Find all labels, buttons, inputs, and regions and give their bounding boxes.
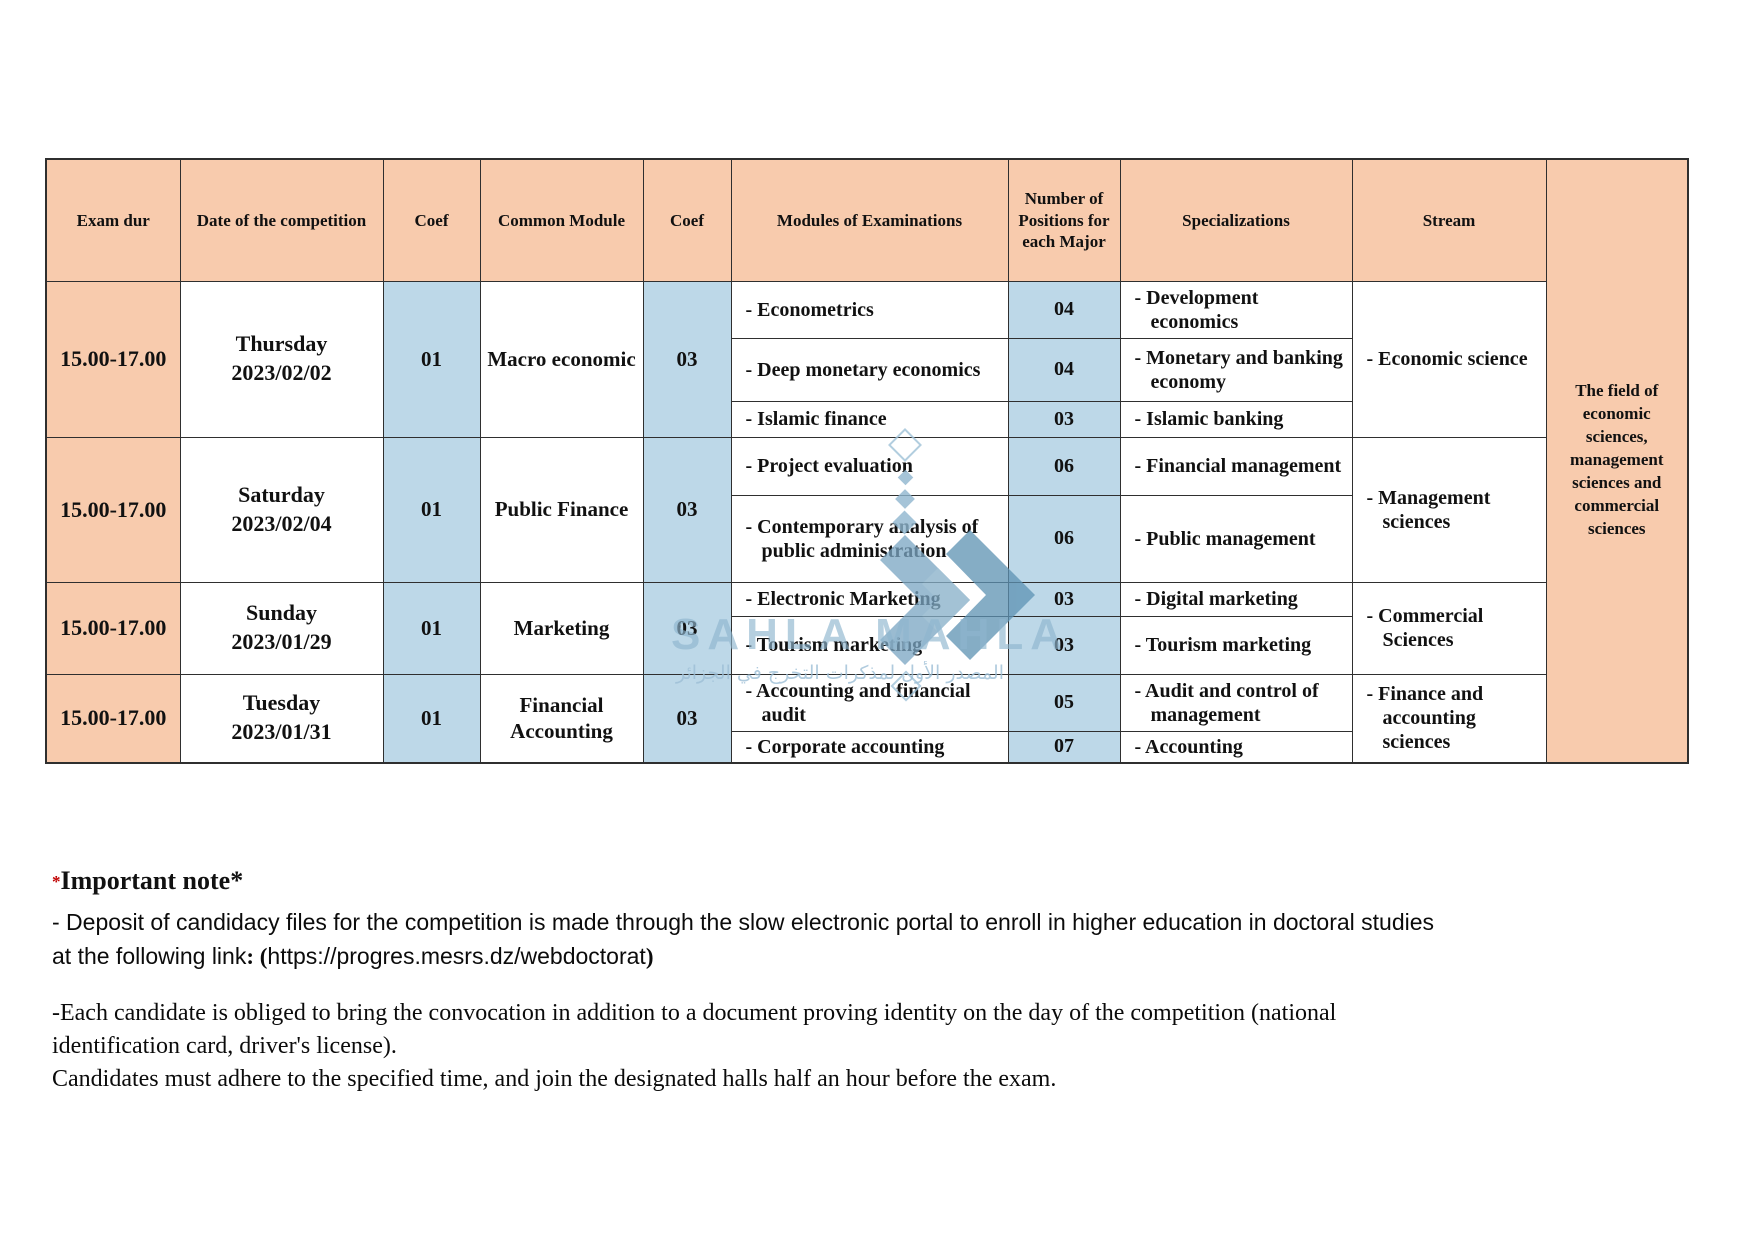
- positions-cell: 04: [1007, 280, 1121, 339]
- note-link-prefix: at the following link: [52, 943, 247, 969]
- exam-date: 2023/02/04: [231, 510, 332, 536]
- note-link-bold-close: ): [645, 944, 654, 969]
- coef-cell: 01: [382, 581, 481, 675]
- exam-day: Thursday: [235, 331, 328, 357]
- table-header-row: Exam dur Date of the competition Coef Co…: [45, 158, 1689, 763]
- positions-cell: 03: [1007, 581, 1121, 617]
- table-row: - Corporate accounting 07 - Accounting: [46, 730, 1688, 763]
- table-row: 15.00-17.00 Saturday 2023/02/04 01 Publi…: [45, 436, 1688, 583]
- exam-date: 2023/01/31: [231, 719, 332, 744]
- header-specializations: Specializations: [1119, 158, 1353, 282]
- module-cell: - Contemporary analysis of public admini…: [730, 494, 1009, 583]
- note-deposit-line-1: - Deposit of candidacy files for the com…: [52, 909, 1435, 935]
- note-paragraph-deposit: - Deposit of candidacy files for the com…: [52, 905, 1722, 974]
- exam-date-cell: Sunday 2023/01/29: [179, 581, 384, 675]
- positions-cell: 05: [1007, 673, 1121, 732]
- field-cell: The field of economic sciences, manageme…: [1545, 158, 1689, 763]
- table-row: 15.00-17.00 Thursday 2023/02/02 01 Macro…: [45, 280, 1688, 438]
- important-note-title: *Important note*: [52, 866, 243, 896]
- positions-cell: 07: [1007, 730, 1121, 763]
- module-coef-cell: 03: [642, 436, 732, 583]
- header-stream: Stream: [1351, 158, 1547, 282]
- note-paragraph-candidate: -Each candidate is obliged to bring the …: [52, 997, 1722, 1096]
- positions-cell: 03: [1007, 400, 1121, 438]
- exam-time-cell: 15.00-17.00: [45, 280, 181, 438]
- module-cell: - Deep monetary economics: [730, 337, 1009, 402]
- common-module-cell: Financial Accounting: [479, 673, 644, 763]
- positions-cell: 04: [1007, 337, 1121, 402]
- stream-cell: - Management sciences: [1351, 436, 1547, 583]
- specialization-cell: - Digital marketing: [1119, 581, 1353, 617]
- common-module-cell: Marketing: [479, 581, 644, 675]
- exam-date-cell: Tuesday 2023/01/31: [179, 673, 384, 763]
- specialization-cell: - Public management: [1119, 494, 1353, 583]
- module-cell: - Project evaluation: [730, 436, 1009, 496]
- header-coef-2: Coef: [642, 158, 732, 282]
- exam-date-cell: Saturday 2023/02/04: [179, 436, 384, 583]
- coef-cell: 01: [382, 673, 481, 763]
- common-module-cell: Macro economic: [479, 280, 644, 438]
- red-asterisk: *: [52, 872, 61, 891]
- stream-cell: - Commercial Sciences: [1351, 581, 1547, 675]
- module-coef-cell: 03: [642, 581, 732, 675]
- table-row: - Deep monetary economics 04 - Monetary …: [46, 337, 1688, 402]
- specialization-cell: - Islamic banking: [1119, 400, 1353, 438]
- coef-cell: 01: [382, 436, 481, 583]
- header-exam-dur: Exam dur: [45, 158, 181, 282]
- specialization-cell: - Financial management: [1119, 436, 1353, 496]
- exam-schedule-table: Exam dur Date of the competition Coef Co…: [45, 158, 1689, 764]
- module-cell: - Accounting and financial audit: [730, 673, 1009, 732]
- stream-cell: - Economic science: [1351, 280, 1547, 438]
- table-row: 15.00-17.00 Sunday 2023/01/29 01 Marketi…: [45, 581, 1688, 675]
- specialization-cell: - Tourism marketing: [1119, 615, 1353, 675]
- exam-date: 2023/02/02: [231, 360, 332, 385]
- header-positions: Number of Positions for each Major: [1007, 158, 1121, 282]
- stream-cell: - Finance and accounting sciences: [1351, 673, 1547, 763]
- module-coef-cell: 03: [642, 280, 732, 438]
- module-cell: - Corporate accounting: [730, 730, 1009, 763]
- exam-date: 2023/01/29: [231, 629, 332, 654]
- exam-time-cell: 15.00-17.00: [45, 673, 181, 763]
- note-deposit-line-2: at the following link: (https://progres.…: [52, 939, 1722, 974]
- module-cell: - Electronic Marketing: [730, 581, 1009, 617]
- specialization-cell: - Monetary and banking economy: [1119, 337, 1353, 402]
- important-note-title-text: Important note*: [60, 866, 244, 895]
- common-module-cell: Public Finance: [479, 436, 644, 583]
- positions-cell: 03: [1007, 615, 1121, 675]
- exam-day: Sunday: [246, 600, 317, 626]
- exam-day: Tuesday: [242, 690, 321, 716]
- module-cell: - Islamic finance: [730, 400, 1009, 438]
- coef-cell: 01: [382, 280, 481, 438]
- module-cell: - Econometrics: [730, 280, 1009, 339]
- module-cell: - Tourism marketing: [730, 615, 1009, 675]
- positions-cell: 06: [1007, 436, 1121, 496]
- note-candidate-line-2: identification card, driver's license).: [52, 1033, 397, 1059]
- table-row: - Islamic finance 03 - Islamic banking: [46, 400, 1688, 438]
- header-modules: Modules of Examinations: [730, 158, 1009, 282]
- exam-day: Saturday: [238, 481, 325, 507]
- exam-time-cell: 15.00-17.00: [45, 436, 181, 583]
- note-portal-url: https://progres.mesrs.dz/webdoctorat: [267, 943, 646, 969]
- positions-cell: 06: [1007, 494, 1121, 583]
- note-candidate-line-3: Candidates must adhere to the specified …: [52, 1066, 1057, 1092]
- specialization-cell: - Development economics: [1119, 280, 1353, 339]
- note-link-bold-open: : (: [246, 944, 268, 969]
- table-row: 15.00-17.00 Tuesday 2023/01/31 01 Financ…: [45, 673, 1688, 763]
- header-date: Date of the competition: [179, 158, 384, 282]
- header-coef-1: Coef: [382, 158, 481, 282]
- header-common-module: Common Module: [479, 158, 644, 282]
- exam-time-cell: 15.00-17.00: [45, 581, 181, 675]
- exam-date-cell: Thursday 2023/02/02: [179, 280, 384, 438]
- note-candidate-line-1: -Each candidate is obliged to bring the …: [52, 1000, 1337, 1026]
- specialization-cell: - Audit and control of management: [1119, 673, 1353, 732]
- specialization-cell: - Accounting: [1119, 730, 1353, 763]
- module-coef-cell: 03: [642, 673, 732, 763]
